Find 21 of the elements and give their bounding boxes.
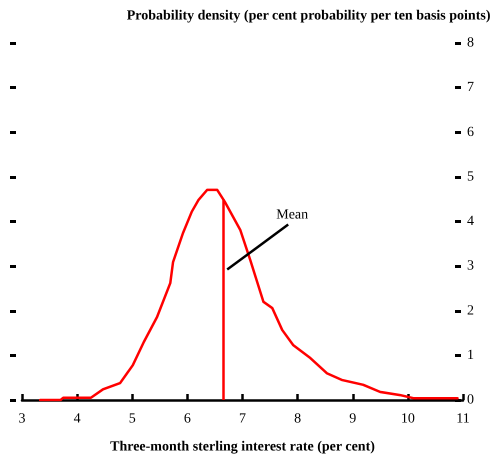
y-tick-label: 7	[467, 80, 474, 96]
x-tick-label: 5	[128, 412, 136, 426]
x-tick-label: 6	[184, 412, 191, 426]
y-tick-label: 2	[467, 303, 474, 318]
y-tick-label: 6	[467, 124, 474, 140]
y-tick-label: 3	[467, 258, 474, 274]
x-tick-label: 11	[456, 412, 470, 426]
x-tick-label: 10	[400, 412, 415, 426]
y-tick-label: 0	[467, 392, 474, 408]
y-tick-label: 4	[467, 214, 474, 229]
y-tick-label: 5	[467, 169, 474, 184]
x-tick-label: 7	[239, 412, 246, 426]
ref-line-label: Mean	[276, 208, 308, 223]
x-tick-label: 4	[74, 412, 81, 426]
chart-title: Probability density (per cent probability per ten basis points)	[126, 8, 491, 24]
x-tick-label: 9	[349, 412, 356, 426]
x-axis-title: Three-month sterling interest rate (per cent)	[110, 440, 376, 454]
x-tick-label: 8	[294, 412, 302, 426]
x-tick-label: 3	[18, 412, 26, 426]
y-tick-label: 1	[467, 348, 474, 363]
y-tick-label: 8	[467, 36, 474, 50]
